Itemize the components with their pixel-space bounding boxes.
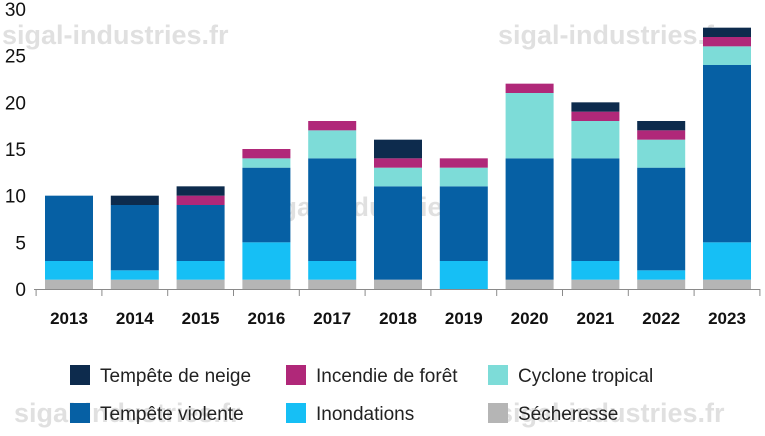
watermark-top-right: sigal-industries.fr <box>498 20 725 50</box>
bar-2014-secheresse <box>110 279 159 289</box>
x-tick-label-2021: 2021 <box>576 309 614 328</box>
y-axis-ticks: 0 5 10 15 20 25 30 <box>5 0 26 301</box>
bar-2023-tempete-de-neige <box>703 27 751 37</box>
legend: Tempête de neige Incendie de forêt Cyclone… <box>70 365 653 425</box>
bar-2013-inondations <box>45 261 93 280</box>
legend-swatch-tempete-de-neige <box>70 365 90 385</box>
watermark-top-left: sigal-industries.fr <box>2 20 229 50</box>
bar-2019-incendie-de-foret <box>439 158 488 168</box>
bar-2013-tempete-violente <box>45 195 93 261</box>
bar-2015-incendie-de-foret <box>176 195 225 205</box>
x-tick-label-2016: 2016 <box>247 309 285 328</box>
bar-2015-tempete-violente <box>176 205 225 261</box>
legend-label-secheresse: Sécheresse <box>518 404 618 425</box>
legend-label-tempete-de-neige: Tempête de neige <box>100 366 251 387</box>
legend-label-tempete-violente: Tempête violente <box>100 404 244 425</box>
bar-2021-tempete-violente <box>571 158 620 261</box>
bar-2017-incendie-de-foret <box>308 121 357 131</box>
bar-2016-inondations <box>242 242 291 280</box>
y-tick-label-5: 5 <box>15 233 26 254</box>
watermark-bottom-left: sigal-industries.fr <box>14 398 241 428</box>
bar-2014-inondations <box>110 270 159 280</box>
bar-2018-tempete-violente <box>374 186 422 280</box>
bar-2021-cyclone-tropical <box>571 121 620 159</box>
y-tick-label-10: 10 <box>5 187 26 208</box>
bar-2023-inondations <box>703 242 751 280</box>
bar-2013-secheresse <box>45 279 93 289</box>
y-tick-label-20: 20 <box>5 93 26 114</box>
bar-2017-inondations <box>308 261 357 280</box>
legend-label-cyclone-tropical: Cyclone tropical <box>518 366 653 387</box>
legend-swatch-secheresse <box>488 403 508 423</box>
bar-2023-secheresse <box>703 279 751 289</box>
x-tick-label-2019: 2019 <box>445 309 483 328</box>
bar-2017-tempete-violente <box>308 158 357 261</box>
bar-2023-tempete-violente <box>703 65 751 243</box>
bar-2018-secheresse <box>374 279 422 289</box>
bar-2015-tempete-de-neige <box>176 186 225 196</box>
bar-2016-secheresse <box>242 279 291 289</box>
bar-2020-secheresse <box>505 279 554 289</box>
y-tick-label-25: 25 <box>5 47 26 68</box>
bar-2015-secheresse <box>176 279 225 289</box>
bar-2017-secheresse <box>308 279 357 289</box>
bar-2018-tempete-de-neige <box>374 139 422 159</box>
x-tick-label-2018: 2018 <box>379 309 417 328</box>
bar-2020-cyclone-tropical <box>505 93 554 159</box>
bar-2023-cyclone-tropical <box>703 46 751 65</box>
bar-2019-inondations <box>439 261 488 289</box>
x-tick-label-2014: 2014 <box>116 309 154 328</box>
legend-label-incendie-de-foret: Incendie de forêt <box>316 366 458 387</box>
bar-2016-incendie-de-foret <box>242 149 291 159</box>
bar-2022-inondations <box>637 270 686 280</box>
bar-2018-cyclone-tropical <box>374 167 422 187</box>
bar-2021-inondations <box>571 261 620 280</box>
bar-2014-tempete-violente <box>110 205 159 271</box>
bar-2014-tempete-de-neige <box>110 195 159 205</box>
x-axis-ticks: 2013 2014 2015 2016 2017 2018 2019 2020 2021 2022… <box>35 289 761 328</box>
y-tick-label-30: 30 <box>5 0 26 21</box>
bar-2022-cyclone-tropical <box>637 139 686 168</box>
bar-2021-tempete-de-neige <box>571 102 620 112</box>
x-tick-label-2023: 2023 <box>708 309 746 328</box>
legend-swatch-incendie-de-foret <box>286 365 306 385</box>
watermarks: sigal-industries.fr sigal-industries.fr … <box>2 20 725 428</box>
x-tick-label-2013: 2013 <box>50 309 88 328</box>
x-tick-label-2017: 2017 <box>313 309 351 328</box>
bar-2021-secheresse <box>571 279 620 289</box>
legend-label-inondations: Inondations <box>316 404 414 425</box>
bar-2022-incendie-de-foret <box>637 130 686 140</box>
legend-swatch-tempete-violente <box>70 403 90 423</box>
x-tick-label-2015: 2015 <box>182 309 220 328</box>
bars <box>45 27 751 289</box>
bar-2016-tempete-violente <box>242 167 291 243</box>
bar-2021-incendie-de-foret <box>571 111 620 121</box>
y-tick-label-15: 15 <box>5 140 26 161</box>
bar-2015-inondations <box>176 261 225 280</box>
x-tick-label-2020: 2020 <box>511 309 549 328</box>
bar-2019-cyclone-tropical <box>439 167 488 187</box>
legend-swatch-inondations <box>286 403 306 423</box>
bar-2022-tempete-violente <box>637 167 686 271</box>
watermark-bottom-right: sigal-industries.fr <box>498 398 725 428</box>
bar-2018-incendie-de-foret <box>374 158 422 168</box>
bar-2022-secheresse <box>637 279 686 289</box>
y-tick-label-0: 0 <box>15 280 26 301</box>
bar-2019-tempete-violente <box>439 186 488 261</box>
bar-2023-incendie-de-foret <box>703 37 751 47</box>
bar-2020-tempete-violente <box>505 158 554 280</box>
bar-2022-tempete-de-neige <box>637 121 686 131</box>
x-tick-label-2022: 2022 <box>642 309 680 328</box>
bar-2020-incendie-de-foret <box>505 83 554 93</box>
bar-2016-cyclone-tropical <box>242 158 291 168</box>
legend-swatch-cyclone-tropical <box>488 365 508 385</box>
bar-2017-cyclone-tropical <box>308 130 357 159</box>
